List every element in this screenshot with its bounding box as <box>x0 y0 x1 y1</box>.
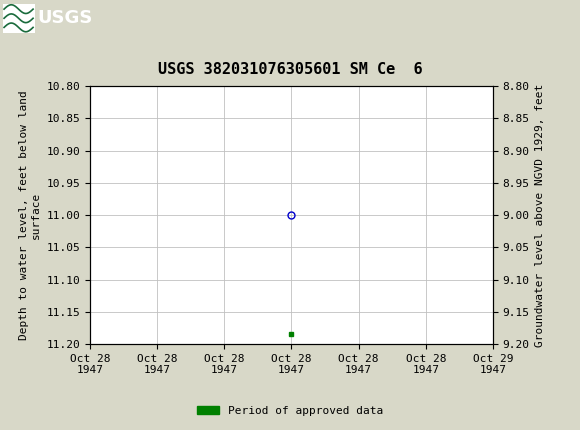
Y-axis label: Depth to water level, feet below land
surface: Depth to water level, feet below land su… <box>19 90 41 340</box>
Y-axis label: Groundwater level above NGVD 1929, feet: Groundwater level above NGVD 1929, feet <box>535 83 545 347</box>
FancyBboxPatch shape <box>3 3 35 33</box>
Text: USGS: USGS <box>38 9 93 27</box>
Text: USGS 382031076305601 SM Ce  6: USGS 382031076305601 SM Ce 6 <box>158 62 422 77</box>
Legend: Period of approved data: Period of approved data <box>193 401 387 420</box>
